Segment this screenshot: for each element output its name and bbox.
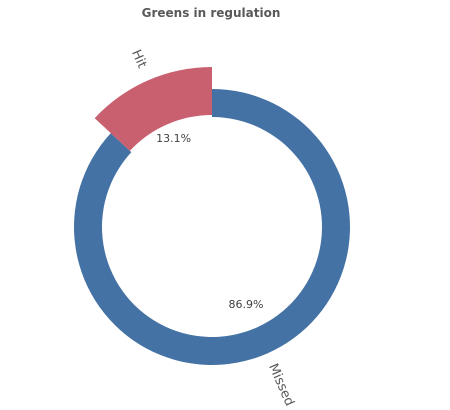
chart-title: Greens in regulation [141, 6, 281, 20]
slice-label-hit: Hit [128, 48, 149, 71]
slice-label-missed: Missed [265, 361, 297, 408]
slice-value-missed: 86.9% [229, 298, 264, 311]
slices-layer [74, 67, 351, 365]
slice-value-hit: 13.1% [156, 132, 191, 145]
slice-hit[interactable] [94, 67, 212, 151]
